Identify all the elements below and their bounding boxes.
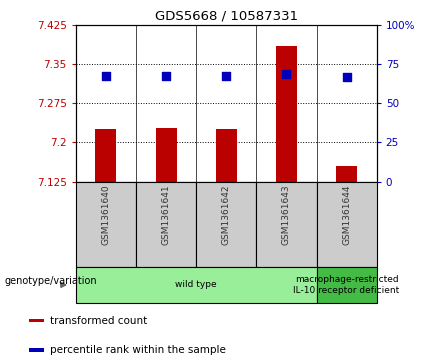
Bar <box>136 182 196 267</box>
Bar <box>196 182 256 267</box>
Bar <box>155 128 177 182</box>
Text: GSM1361642: GSM1361642 <box>222 184 231 245</box>
Bar <box>29 348 44 352</box>
Text: percentile rank within the sample: percentile rank within the sample <box>50 345 226 355</box>
Text: GSM1361644: GSM1361644 <box>342 184 351 245</box>
Point <box>102 73 109 79</box>
Text: macrophage-restricted
IL-10 receptor deficient: macrophage-restricted IL-10 receptor def… <box>294 275 400 295</box>
Bar <box>76 182 136 267</box>
Point <box>283 71 290 77</box>
Point <box>343 74 350 80</box>
Point <box>223 73 229 79</box>
Text: GSM1361640: GSM1361640 <box>101 184 110 245</box>
Bar <box>336 166 357 182</box>
Bar <box>317 182 377 267</box>
Text: wild type: wild type <box>175 281 217 289</box>
Bar <box>29 319 44 322</box>
Bar <box>216 130 237 182</box>
Point <box>163 73 170 79</box>
Bar <box>276 46 297 182</box>
Bar <box>256 182 317 267</box>
Text: GSM1361643: GSM1361643 <box>282 184 291 245</box>
Bar <box>76 267 317 303</box>
Text: GSM1361641: GSM1361641 <box>162 184 171 245</box>
Bar <box>95 130 116 182</box>
Text: genotype/variation: genotype/variation <box>4 276 97 286</box>
Text: transformed count: transformed count <box>50 316 148 326</box>
Bar <box>317 267 377 303</box>
Title: GDS5668 / 10587331: GDS5668 / 10587331 <box>155 10 298 23</box>
